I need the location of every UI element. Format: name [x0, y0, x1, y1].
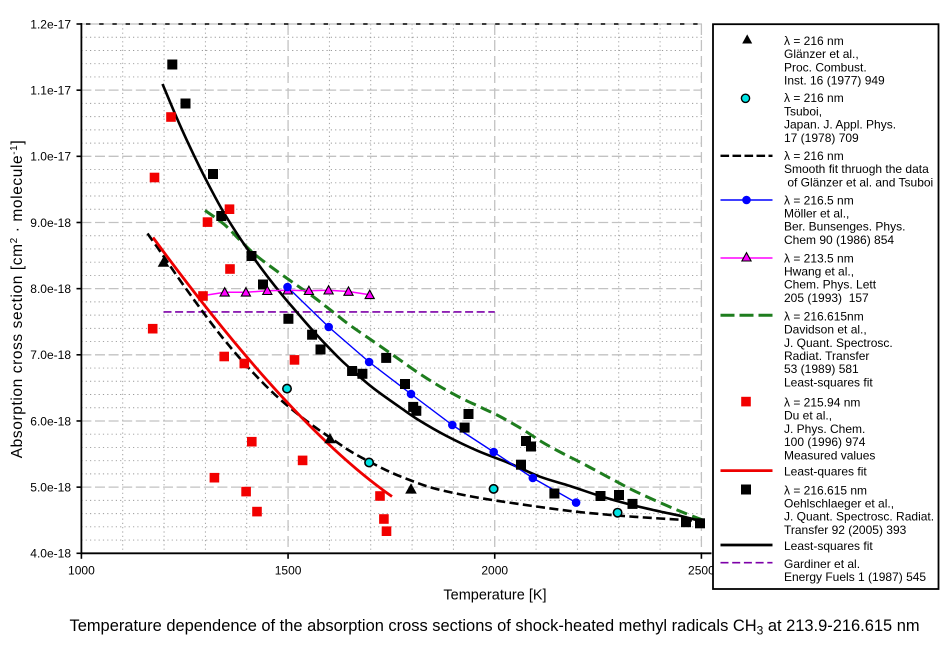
svg-text:J. Quant. Spectrosc.: J. Quant. Spectrosc.	[784, 336, 893, 350]
svg-text:1.1e-17: 1.1e-17	[30, 84, 71, 98]
svg-text:205 (1993) 157: 205 (1993) 157	[784, 291, 869, 305]
svg-text:Absorption cross section [cm2: Absorption cross section [cm2 · molecule…	[9, 140, 26, 459]
svg-text:53 (1989) 581: 53 (1989) 581	[784, 362, 859, 376]
svg-text:Glänzer et al.,: Glänzer et al.,	[784, 47, 859, 61]
svg-text:Davidson et al.,: Davidson et al.,	[784, 323, 867, 337]
svg-text:Temperature [K]: Temperature [K]	[443, 588, 546, 604]
svg-text:Least-squares fit: Least-squares fit	[784, 375, 873, 389]
svg-text:λ = 216 nm: λ = 216 nm	[784, 91, 844, 105]
svg-text:Measured values: Measured values	[784, 448, 875, 462]
svg-text:Tsuboi,: Tsuboi,	[784, 104, 822, 118]
svg-text:Least-squares fit: Least-squares fit	[784, 539, 873, 553]
svg-text:2000: 2000	[481, 563, 508, 577]
svg-text:2500: 2500	[688, 563, 715, 577]
svg-text:Temperature dependence of the: Temperature dependence of the absorption…	[70, 617, 920, 638]
svg-text:λ = 213.5 nm: λ = 213.5 nm	[784, 251, 854, 265]
svg-text:λ = 216 nm: λ = 216 nm	[784, 149, 844, 163]
svg-text:6.0e-18: 6.0e-18	[30, 414, 71, 428]
svg-text:8.0e-18: 8.0e-18	[30, 282, 71, 296]
svg-text:1.2e-17: 1.2e-17	[30, 17, 71, 31]
svg-text:Hwang et al.,: Hwang et al.,	[784, 265, 854, 279]
svg-text:λ = 216 nm: λ = 216 nm	[784, 34, 844, 48]
svg-text:7.0e-18: 7.0e-18	[30, 348, 71, 362]
svg-text:λ = 215.94 nm: λ = 215.94 nm	[784, 396, 860, 410]
svg-text:Möller et al.,: Möller et al.,	[784, 207, 849, 221]
svg-text:100 (1996) 974: 100 (1996) 974	[784, 435, 866, 449]
svg-text:Least-quares fit: Least-quares fit	[784, 464, 867, 478]
svg-text:Chem. Phys. Lett: Chem. Phys. Lett	[784, 278, 877, 292]
svg-text:λ = 216.615nm: λ = 216.615nm	[784, 309, 864, 323]
svg-text:Energy Fuels 1 (1987) 545: Energy Fuels 1 (1987) 545	[784, 570, 926, 584]
svg-text:Transfer 92 (2005) 393: Transfer 92 (2005) 393	[784, 523, 907, 537]
svg-text:1.0e-17: 1.0e-17	[30, 150, 71, 164]
svg-text:J. Quant. Spectrosc. Radiat.: J. Quant. Spectrosc. Radiat.	[784, 510, 934, 524]
svg-text:J. Phys. Chem.: J. Phys. Chem.	[784, 422, 865, 436]
svg-text:Gardiner et al.: Gardiner et al.	[784, 557, 860, 571]
svg-text:Japan. J. Appl. Phys.: Japan. J. Appl. Phys.	[784, 118, 896, 132]
svg-text:1000: 1000	[68, 563, 95, 577]
svg-text:λ = 216.615 nm: λ = 216.615 nm	[784, 483, 867, 497]
svg-text:Radiat. Transfer: Radiat. Transfer	[784, 349, 869, 363]
svg-text:1500: 1500	[275, 563, 302, 577]
svg-text:Proc. Combust.: Proc. Combust.	[784, 60, 867, 74]
svg-text:17 (1978) 709: 17 (1978) 709	[784, 131, 859, 145]
svg-text:λ = 216.5 nm: λ = 216.5 nm	[784, 193, 854, 207]
svg-text:Chem 90 (1986) 854: Chem 90 (1986) 854	[784, 233, 894, 247]
svg-text:Du et al.,: Du et al.,	[784, 409, 832, 423]
svg-text:of Glänzer et al. and Tsuboi: of Glänzer et al. and Tsuboi	[784, 175, 933, 189]
svg-text:Inst. 16 (1977) 949: Inst. 16 (1977) 949	[784, 74, 885, 88]
svg-text:Smooth fit thruogh the data: Smooth fit thruogh the data	[784, 162, 929, 176]
svg-text:Oehlschlaeger et al.,: Oehlschlaeger et al.,	[784, 497, 894, 511]
svg-text:9.0e-18: 9.0e-18	[30, 216, 71, 230]
svg-text:4.0e-18: 4.0e-18	[30, 547, 71, 561]
svg-text:5.0e-18: 5.0e-18	[30, 480, 71, 494]
svg-text:Ber. Bunsenges. Phys.: Ber. Bunsenges. Phys.	[784, 220, 905, 234]
